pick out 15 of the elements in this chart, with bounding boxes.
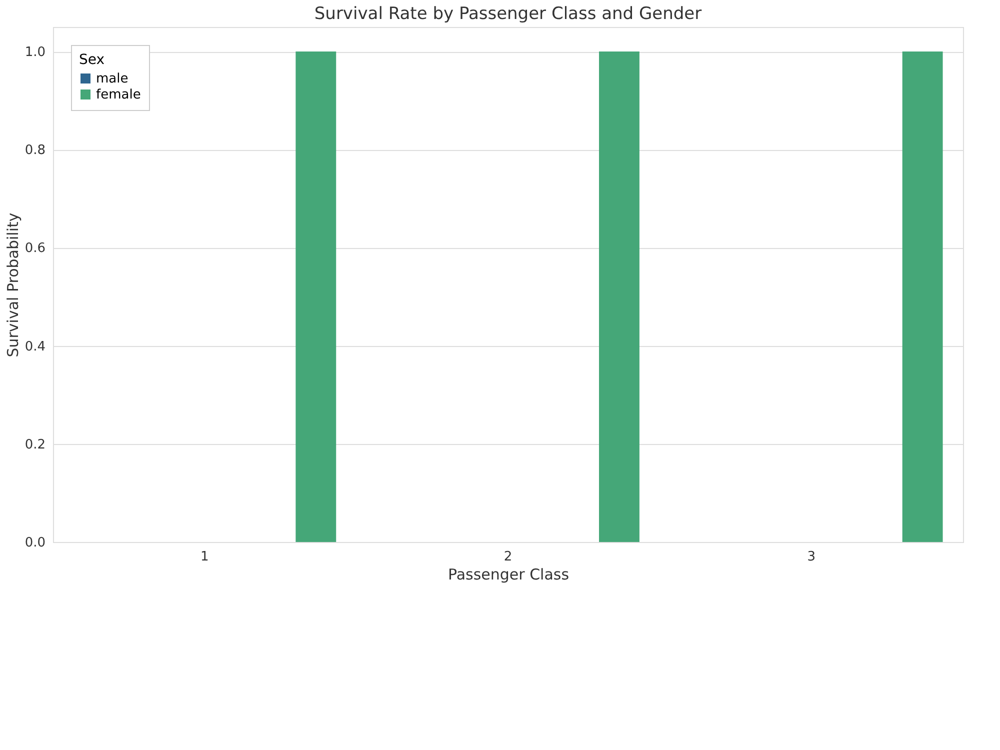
legend-title: Sex xyxy=(79,52,105,68)
y-tick-label: 0.2 xyxy=(24,437,46,452)
y-tick-label: 0.6 xyxy=(24,241,46,256)
y-tick-label: 0.4 xyxy=(24,339,46,354)
y-tick-label: 1.0 xyxy=(24,45,46,60)
y-tick-label: 0.0 xyxy=(24,536,46,550)
chart-title: Survival Rate by Passenger Class and Gender xyxy=(314,4,702,24)
x-axis-title: Passenger Class xyxy=(448,566,570,584)
legend-label: female xyxy=(96,88,141,102)
x-tick-label: 3 xyxy=(807,550,816,564)
x-tick-label: 1 xyxy=(200,550,209,564)
y-axis-title: Survival Probability xyxy=(4,212,22,358)
y-tick-label: 0.8 xyxy=(24,143,46,158)
x-tick-label: 2 xyxy=(504,550,512,564)
legend-label: male xyxy=(96,72,128,86)
